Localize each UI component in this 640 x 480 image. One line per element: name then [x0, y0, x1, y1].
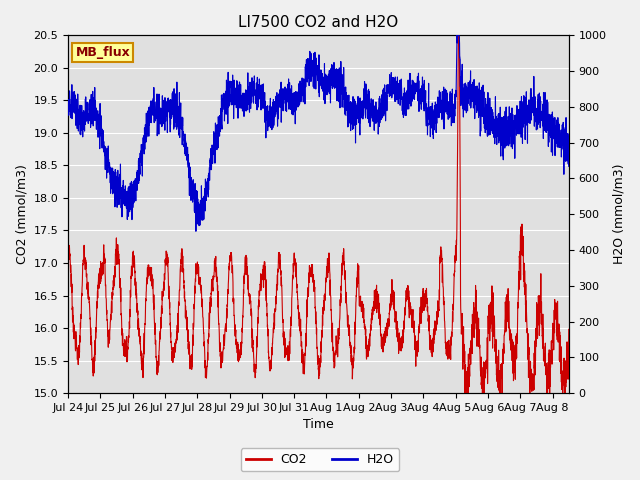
Y-axis label: H2O (mmol/m3): H2O (mmol/m3) — [612, 164, 625, 264]
Text: MB_flux: MB_flux — [76, 46, 131, 59]
Legend: CO2, H2O: CO2, H2O — [241, 448, 399, 471]
Y-axis label: CO2 (mmol/m3): CO2 (mmol/m3) — [15, 164, 28, 264]
Title: LI7500 CO2 and H2O: LI7500 CO2 and H2O — [238, 15, 399, 30]
X-axis label: Time: Time — [303, 419, 333, 432]
